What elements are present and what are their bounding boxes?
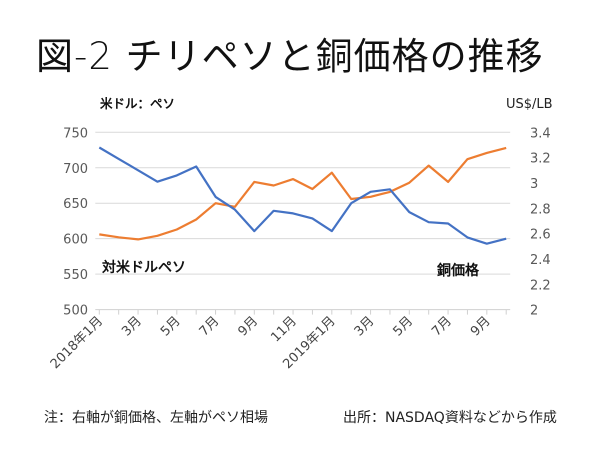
right-axis-tick-label: 2.8: [530, 202, 551, 217]
chart-title: 図-2 チリペソと銅価格の推移: [36, 35, 544, 78]
right-axis-tick-label: 2.4: [530, 253, 551, 268]
x-axis-tick-label: 3月: [119, 314, 145, 340]
x-axis: [95, 309, 511, 315]
right-axis-tick-label: 2.6: [530, 228, 551, 243]
right-axis-tick-label: 3.4: [530, 126, 551, 141]
left-axis-tick-label: 750: [63, 126, 88, 141]
axis-note: 注：右軸が銅価格、左軸がペソ相場: [44, 410, 268, 426]
peso-line: [99, 146, 507, 241]
right-axis-tick-label: 2: [530, 304, 538, 319]
x-axis-tick-label: 7月: [429, 314, 455, 340]
right-axis-tick-label: 3: [530, 177, 538, 192]
x-axis-tick-label: 5月: [390, 314, 416, 340]
gridlines: [95, 131, 511, 275]
right-axis-tick-label: 3.2: [530, 152, 551, 167]
x-axis-tick-label: 11月: [268, 314, 299, 345]
x-axis-tick-label: 2018年1月: [48, 314, 106, 372]
series-lines: [98, 146, 507, 245]
x-axis-tick-label: 3月: [352, 314, 378, 340]
right-axis-ticks: 2 2.2 2.4 2.6 2.8 3 3.2 3.4: [530, 126, 551, 318]
left-axis-tick-label: 500: [63, 304, 88, 319]
right-axis-tick-label: 2.2: [530, 278, 551, 293]
series-annotations: 対米ドルペソ 銅価格: [101, 259, 480, 279]
source-note: 出所：NASDAQ資料などから作成: [343, 410, 557, 426]
copper-price-line: [98, 146, 507, 245]
x-axis-tick-label: 5月: [158, 314, 184, 340]
left-axis-tick-label: 650: [63, 197, 88, 212]
copper-series-label: 銅価格: [437, 262, 480, 279]
left-axis-unit: 米ドル：ペソ: [100, 96, 176, 111]
x-axis-tick-label: 7月: [197, 314, 223, 340]
peso-series-label: 対米ドルペソ: [101, 259, 186, 276]
x-axis-tick-label: 9月: [235, 314, 261, 340]
left-axis-tick-label: 600: [63, 233, 88, 248]
left-axis-tick-label: 700: [63, 162, 88, 177]
left-axis-ticks: 500 550 600 650 700 750: [63, 126, 88, 318]
x-axis-tick-label: 9月: [468, 314, 494, 340]
right-axis-unit: US$/LB: [506, 97, 553, 112]
left-axis-tick-label: 550: [63, 268, 88, 283]
